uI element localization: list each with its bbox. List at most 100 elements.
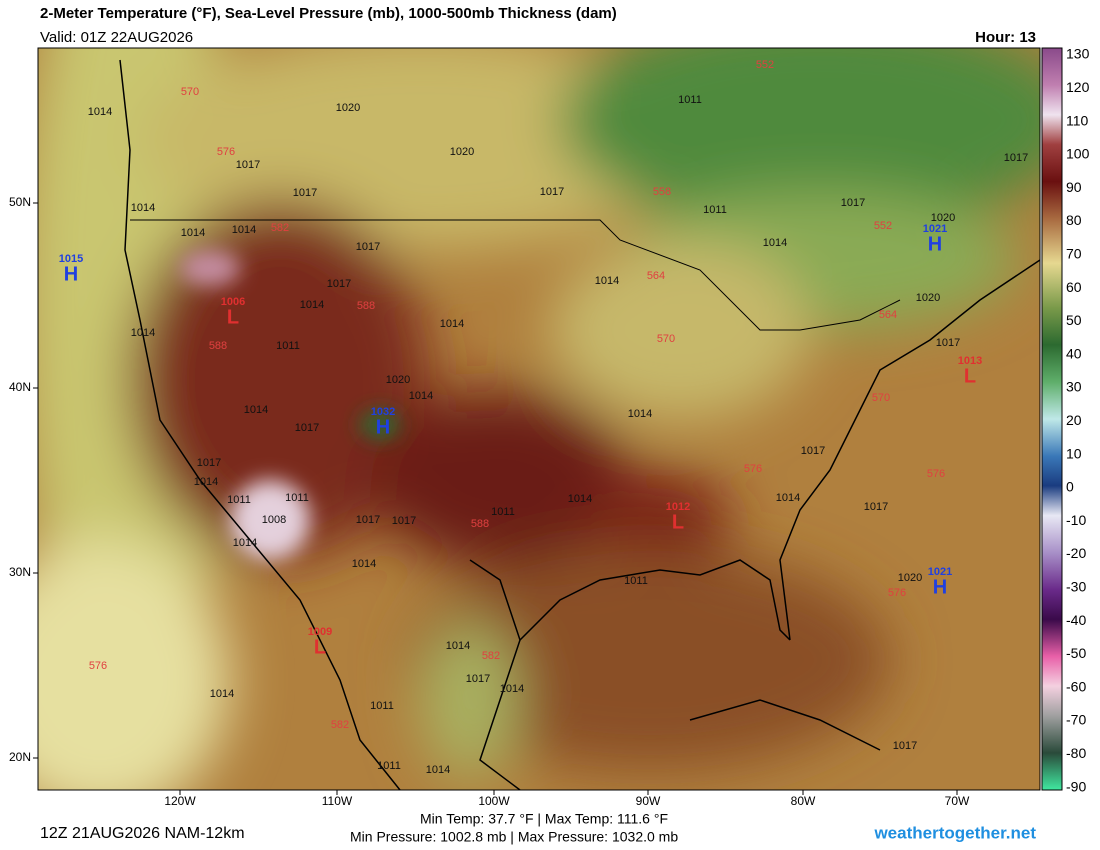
thickness-label: 552 [874,220,892,232]
lon-label: 110W [322,794,353,808]
isobar-label: 1020 [336,102,360,114]
high-pressure-value: 1015 [59,253,83,265]
isobar-label: 1014 [131,327,155,339]
isobar-label: 1011 [678,94,702,106]
thickness-label: 576 [927,468,945,480]
isobar-label: 1014 [352,558,376,570]
lat-label: 40N [9,380,31,394]
isobar-label: 1017 [356,241,380,253]
low-pressure-value: 1006 [221,296,245,308]
thickness-label: 588 [209,340,227,352]
thickness-label: 582 [482,650,500,662]
colorbar-label: 90 [1066,179,1082,195]
isobar-label: 1017 [236,159,260,171]
isobar-label: 1017 [392,515,416,527]
colorbar-label: 10 [1066,445,1082,461]
thickness-label: 576 [89,660,107,672]
isobar-label: 1014 [232,224,256,236]
colorbar-label: 40 [1066,345,1082,361]
isobar-label: 1014 [426,764,450,776]
pressure-range: Min Pressure: 1002.8 mb | Max Pressure: … [350,829,678,845]
thickness-label: 576 [888,587,906,599]
colorbar-label: -70 [1066,712,1086,728]
isobar-label: 1014 [181,227,205,239]
lon-label: 120W [164,794,196,808]
map-field [38,48,1040,790]
isobar-label: 1017 [864,501,888,513]
colorbar-label: -60 [1066,678,1086,694]
thickness-label: 570 [657,333,675,345]
isobar-label: 1017 [466,673,490,685]
thickness-label: 564 [879,309,897,321]
colorbar-label: 60 [1066,279,1082,295]
low-pressure-value: 1009 [308,626,332,638]
isobar-label: 1011 [227,494,251,506]
isobar-label: 1014 [440,318,464,330]
isobar-label: 1008 [262,514,286,526]
isobar-label: 1017 [295,422,319,434]
isobar-label: 1014 [446,640,470,652]
thickness-label: 570 [872,392,890,404]
isobar-label: 1014 [595,275,619,287]
lat-label: 30N [9,565,31,579]
temp-range: Min Temp: 37.7 °F | Max Temp: 111.6 °F [420,811,668,827]
colorbar-label: -10 [1066,512,1086,528]
isobar-label: 1014 [131,202,155,214]
isobar-label: 1014 [233,537,257,549]
isobar-label: 1017 [540,186,564,198]
isobar-label: 1017 [801,445,825,457]
colorbar-label: -50 [1066,645,1086,661]
model-run: 12Z 21AUG2026 NAM-12km [40,825,245,842]
thickness-label: 570 [181,86,199,98]
high-center: H [928,233,942,255]
high-center: H [933,576,947,598]
isobar-label: 1014 [210,688,234,700]
colorbar-label: -20 [1066,545,1086,561]
isobar-label: 1011 [624,575,648,587]
lon-label: 70W [945,794,970,808]
isobar-label: 1014 [628,408,652,420]
thickness-label: 576 [744,463,762,475]
high-center: H [64,263,78,285]
thickness-label: 576 [217,146,235,158]
isobar-label: 1011 [491,506,515,518]
colorbar-label: 30 [1066,379,1082,395]
lon-label: 100W [478,794,510,808]
isobar-label: 1011 [285,492,309,504]
isobar-label: 1014 [763,237,787,249]
colorbar-label: 120 [1066,79,1090,95]
isobar-label: 1014 [88,106,112,118]
colorbar-label: 50 [1066,312,1082,328]
map-frame [37,47,1041,791]
isobar-label: 1017 [893,740,917,752]
colorbar-label: 70 [1066,246,1082,262]
isobar-label: 1014 [300,299,324,311]
low-center: L [964,365,976,387]
valid-time: Valid: 01Z 22AUG2026 [40,29,193,46]
isobar-label: 1011 [703,204,727,216]
high-pressure-value: 1021 [928,566,952,578]
high-pressure-value: 1032 [371,406,395,418]
thickness-label: 588 [471,518,489,530]
colorbar-label: 80 [1066,212,1082,228]
site-credit[interactable]: weathertogether.net [873,823,1036,842]
isobar-label: 1014 [568,493,592,505]
high-pressure-value: 1021 [923,223,947,235]
thickness-label: 582 [271,222,289,234]
isobar-label: 1011 [276,340,300,352]
high-center: H [376,416,390,438]
isobar-label: 1017 [327,278,351,290]
low-center: L [314,636,326,658]
title: 2-Meter Temperature (°F), Sea-Level Pres… [40,5,617,22]
lat-label: 20N [9,750,31,764]
colorbar-label: -80 [1066,745,1086,761]
lon-label: 90W [636,794,661,808]
low-center: L [672,511,684,533]
isobar-label: 1017 [293,187,317,199]
colorbar-label: 100 [1066,146,1090,162]
isobar-label: 1020 [386,374,410,386]
isobar-label: 1020 [916,292,940,304]
isobar-label: 1014 [409,390,433,402]
